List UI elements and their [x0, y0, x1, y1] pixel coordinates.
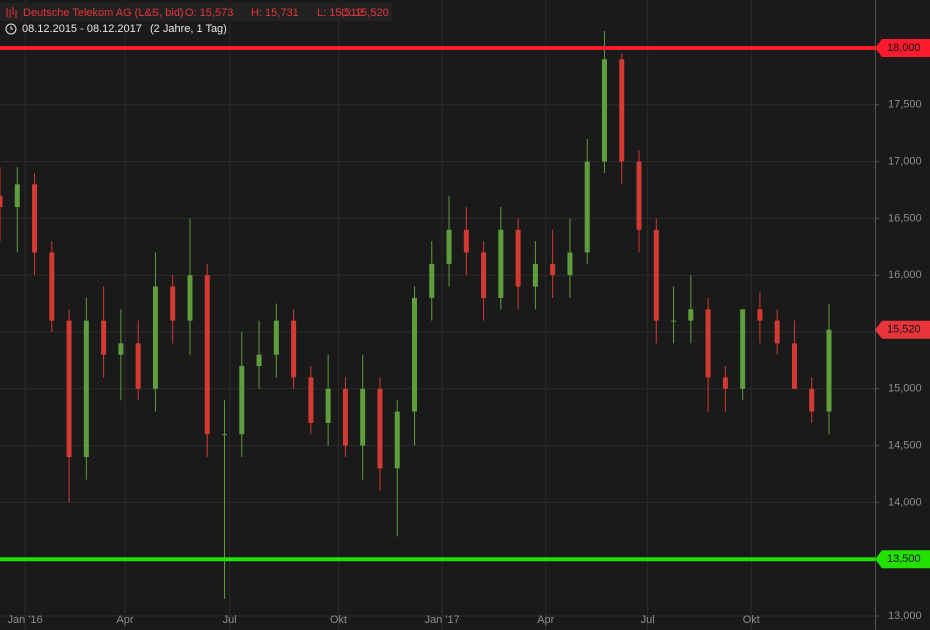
level-box [875, 550, 930, 569]
candle-body [152, 286, 158, 389]
candle-body [705, 309, 711, 378]
chart-title: Deutsche Telekom AG (L&S, bid) [23, 7, 184, 19]
level-label: 18,000 [887, 42, 921, 54]
candle-body [515, 229, 521, 287]
y-tick-label: 16,500 [888, 212, 922, 224]
candle-body [256, 354, 262, 367]
candle-body [308, 377, 314, 423]
candle-body [204, 275, 210, 435]
candle-body [671, 320, 677, 322]
candle-body [826, 329, 832, 412]
y-tick-label: 14,000 [888, 496, 922, 508]
x-tick-label: Okt [743, 614, 760, 626]
candle-body [118, 343, 124, 355]
candle-body [757, 309, 763, 321]
x-tick-label: Jan '16 [7, 614, 42, 626]
candle-body [325, 388, 331, 423]
level-label: 13,500 [887, 553, 921, 565]
candle-body [774, 320, 780, 344]
candle-body [377, 388, 383, 469]
candle-body [101, 320, 107, 355]
candle-body [135, 343, 141, 389]
clock-icon [5, 23, 17, 35]
candle-body [273, 320, 279, 355]
candle-body [412, 297, 417, 412]
candle-body [601, 59, 607, 162]
candle-body [187, 275, 193, 321]
x-tick-label: Apr [116, 614, 133, 626]
quote-close: C: 15,520 [341, 7, 389, 19]
x-tick-label: Jul [641, 614, 655, 626]
y-tick-label: 15,000 [888, 383, 922, 395]
clock-hands [10, 26, 13, 30]
candles [0, 30, 832, 599]
candle-body [550, 263, 556, 276]
candle-body [584, 161, 590, 253]
candle-body [722, 377, 728, 389]
y-tick-label: 17,000 [888, 156, 922, 168]
quote-high: H: 15,731 [251, 7, 299, 19]
candle-body [83, 320, 89, 457]
candle-body [66, 320, 72, 457]
level-box [875, 39, 930, 57]
header-icon [6, 7, 17, 18]
candle-body [740, 309, 746, 389]
x-tick-label: Jan '17 [425, 614, 460, 626]
candle-body [446, 229, 452, 264]
quote-low: L: 15,512 [317, 7, 363, 19]
overlay: 18,000 13,500 15,520 [0, 39, 930, 569]
candle-body [342, 388, 348, 446]
last-price-box [875, 320, 930, 339]
candle-body [14, 184, 20, 208]
candle-body [0, 195, 3, 208]
candle-body [688, 309, 694, 321]
candle-body [653, 229, 659, 321]
candle-body [809, 388, 815, 412]
last-price-label: 15,520 [887, 324, 921, 336]
candle-body [429, 263, 435, 298]
period-note: (2 Jahre, 1 Tag) [150, 23, 227, 35]
candle-body [360, 388, 366, 446]
candle-body [49, 252, 55, 321]
header-bg [0, 3, 392, 21]
y-tick-label: 16,000 [888, 269, 922, 281]
period: 08.12.2015 - 08.12.2017 [22, 23, 142, 35]
candle-body [463, 229, 469, 253]
x-tick-label: Jul [223, 614, 237, 626]
candle-body [291, 320, 297, 378]
candle-body [239, 366, 245, 435]
candle-body [394, 411, 400, 469]
candle-body [532, 263, 538, 287]
candle-body [619, 59, 625, 162]
y-tick-label: 13,000 [888, 610, 922, 622]
quote-open: O: 15,573 [185, 7, 233, 19]
candle-body [791, 343, 797, 389]
candle-body [481, 252, 487, 298]
x-tick-label: Okt [330, 614, 347, 626]
candle-body [567, 252, 573, 276]
candle-body [170, 286, 176, 321]
candle-body [636, 161, 642, 230]
candle-body [222, 434, 228, 436]
x-tick-label: Apr [537, 614, 554, 626]
y-tick-label: 17,500 [888, 99, 922, 111]
y-tick-label: 14,500 [888, 440, 922, 452]
candle-body [32, 184, 38, 253]
candle-body [498, 229, 504, 298]
